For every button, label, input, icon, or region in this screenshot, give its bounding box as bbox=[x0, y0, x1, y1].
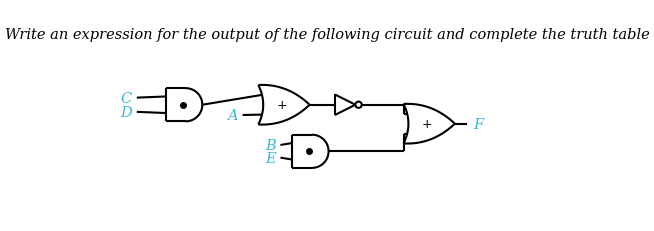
Text: +: + bbox=[422, 118, 432, 131]
Text: A: A bbox=[227, 109, 238, 122]
Text: B: B bbox=[265, 138, 276, 152]
Text: Write an expression for the output of the following circuit and complete the tru: Write an expression for the output of th… bbox=[5, 27, 649, 42]
Text: +: + bbox=[277, 99, 287, 112]
Text: F: F bbox=[473, 117, 483, 131]
Text: D: D bbox=[120, 105, 132, 119]
Text: E: E bbox=[265, 151, 276, 165]
Text: C: C bbox=[121, 91, 132, 105]
